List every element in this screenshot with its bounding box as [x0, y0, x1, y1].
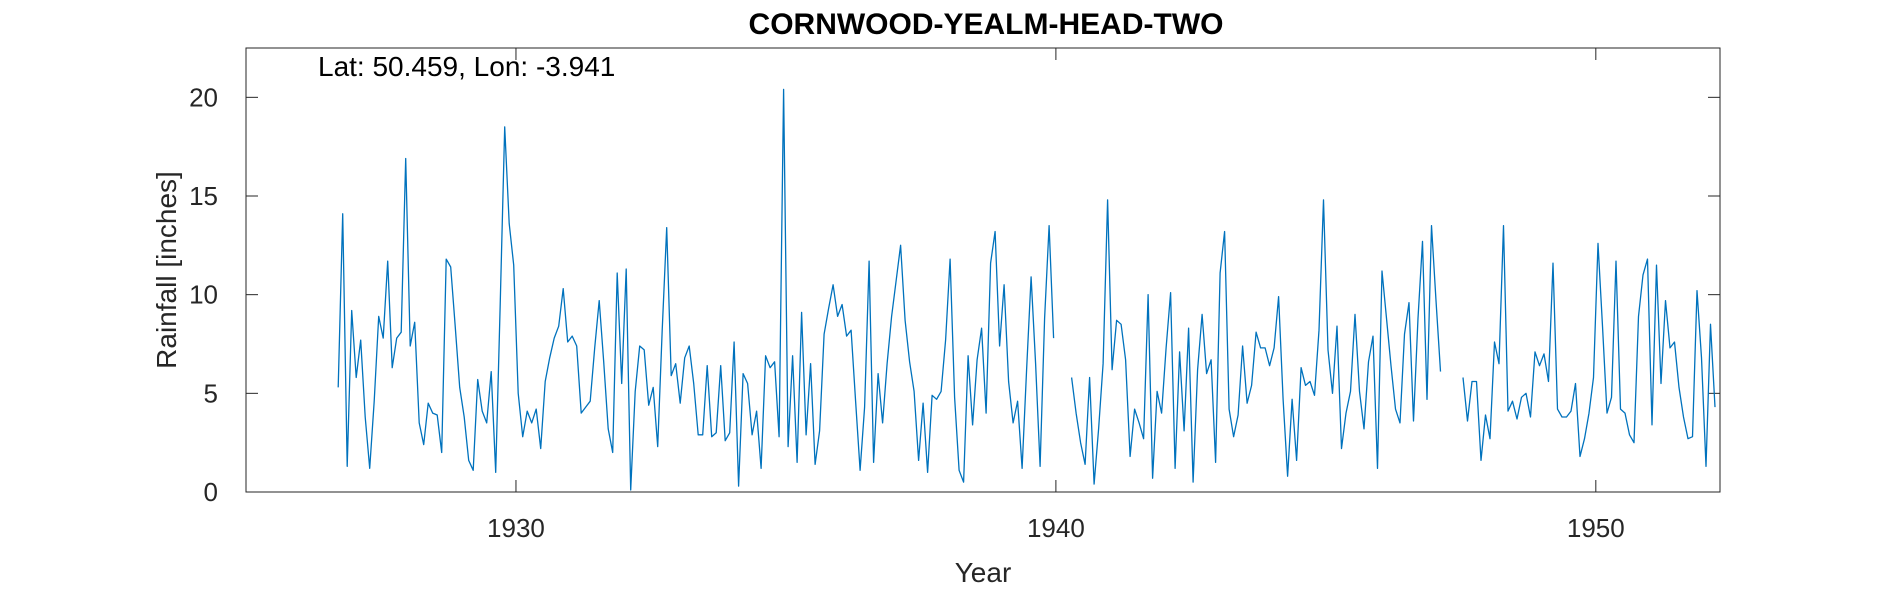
y-tick-label: 15	[189, 181, 218, 211]
y-axis-title: Rainfall [inches]	[151, 171, 182, 369]
chart-title: CORNWOOD-YEALM-HEAD-TWO	[749, 8, 1224, 41]
x-tick-label: 1940	[1027, 513, 1085, 543]
axis-ticks	[246, 48, 1720, 493]
y-tick-label: 10	[189, 280, 218, 310]
x-tick-label: 1950	[1567, 513, 1625, 543]
axis-tick-labels: 1930 1940 1950 0 5 10 15 20	[189, 82, 1625, 543]
y-tick-label: 0	[204, 477, 218, 507]
y-tick-label: 5	[204, 378, 218, 408]
plot-area	[245, 47, 1721, 493]
station-coordinates-annotation: Lat: 50.459, Lon: -3.941	[318, 51, 615, 82]
x-tick-label: 1930	[487, 513, 545, 543]
y-tick-label: 20	[189, 82, 218, 112]
x-axis-title: Year	[955, 557, 1012, 588]
rainfall-series-line	[337, 88, 1716, 491]
